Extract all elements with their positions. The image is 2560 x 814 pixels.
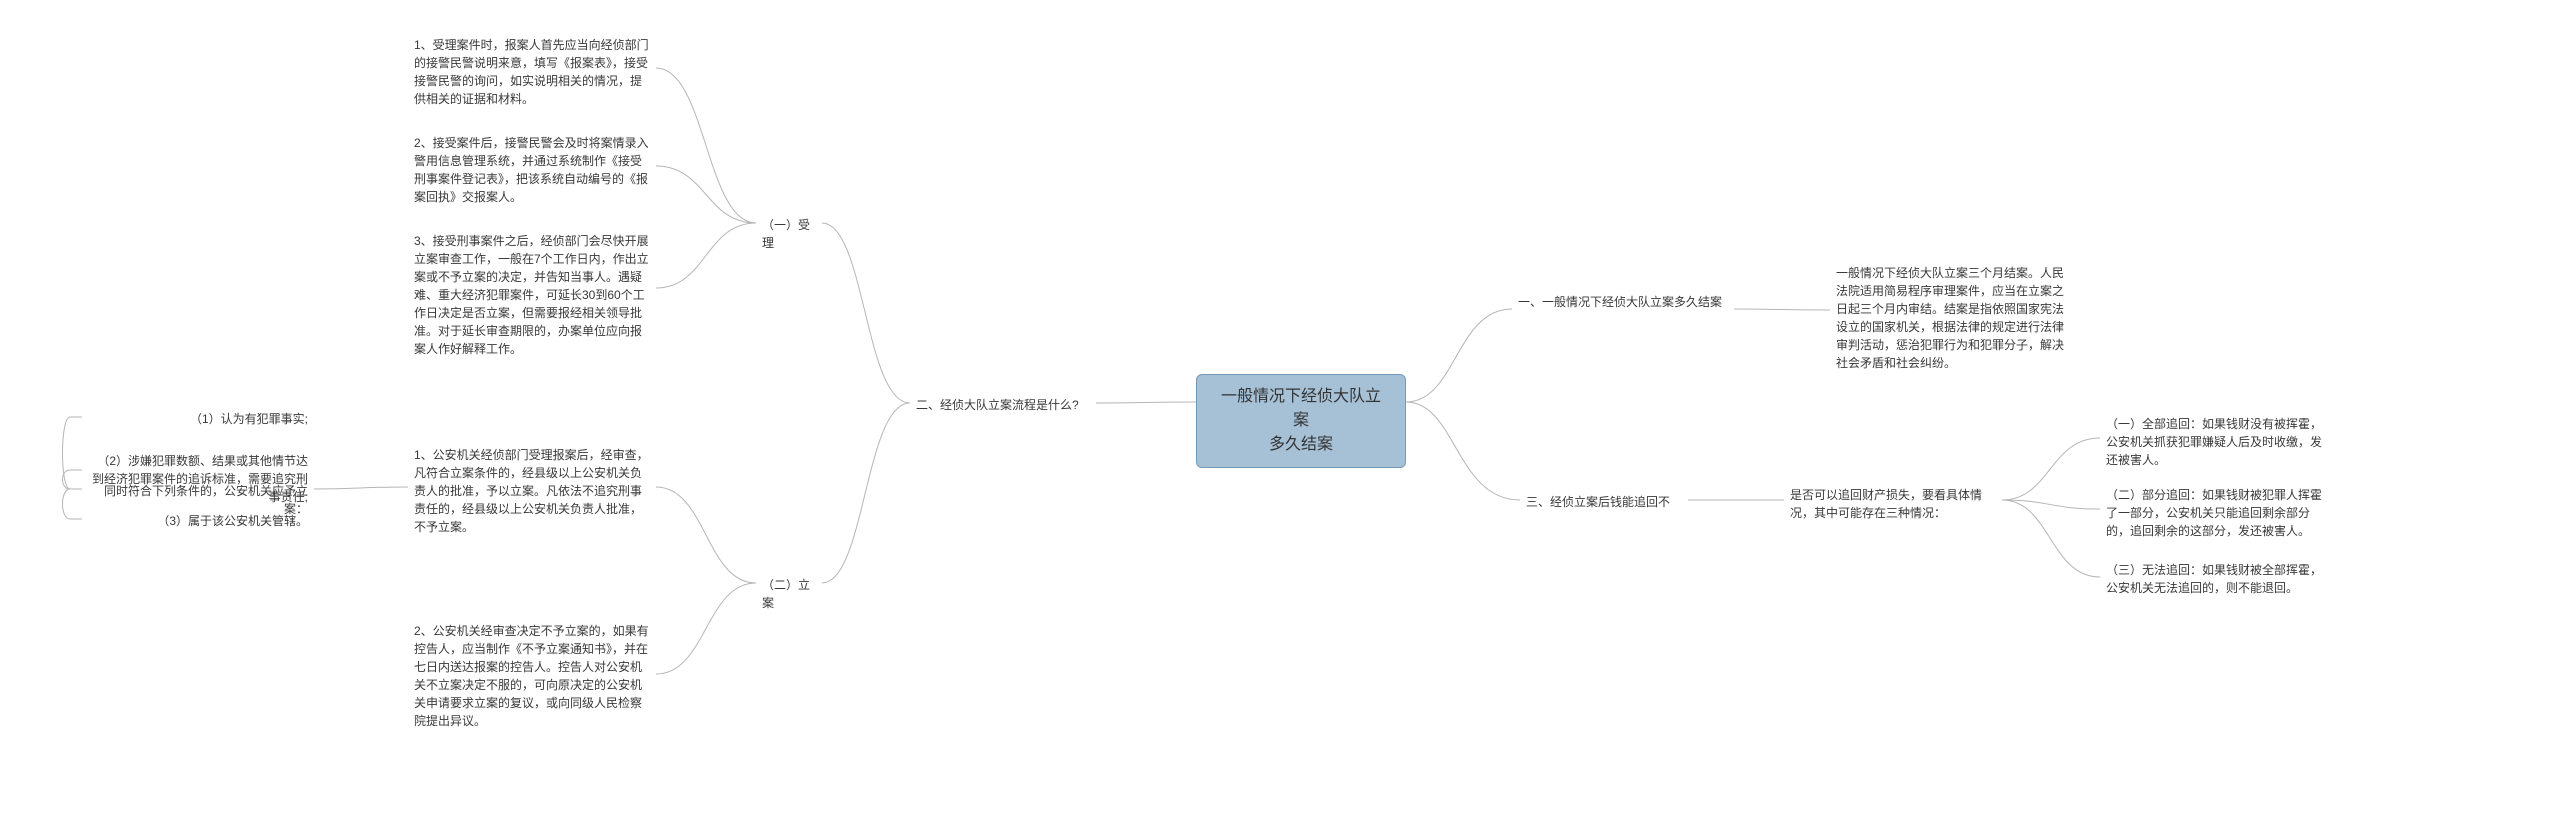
- sub2-i1: 1、公安机关经侦部门受理报案后，经审查，凡符合立案条件的，经县级以上公安机关负责…: [408, 442, 656, 540]
- branch-2-sub1: （一）受理: [756, 212, 822, 256]
- branch-2-sub2: （二）立案: [756, 572, 822, 616]
- branch-3-detail: 是否可以追回财产损失，要看具体情况，其中可能存在三种情况：: [1784, 482, 2002, 526]
- sub1-i3: 3、接受刑事案件之后，经侦部门会尽快开展立案审查工作，一般在7个工作日内，作出立…: [408, 228, 656, 362]
- central-line1: 一般情况下经侦大队立案: [1215, 385, 1387, 433]
- cond-c2: （2）涉嫌犯罪数额、结果或其他情节达到经济犯罪案件的追诉标准，需要追究刑事责任;: [82, 448, 314, 510]
- sub1-i1: 1、受理案件时，报案人首先应当向经侦部门的接警民警说明来意，填写《报案表》，接受…: [408, 32, 656, 112]
- cond-c3: （3）属于该公安机关管辖。: [82, 508, 314, 534]
- branch-1-detail: 一般情况下经侦大队立案三个月结案。人民法院适用简易程序审理案件，应当在立案之日起…: [1830, 260, 2076, 376]
- sub2-i2: 2、公安机关经审查决定不予立案的，如果有控告人，应当制作《不予立案通知书》，并在…: [408, 618, 656, 734]
- branch-2: 二、经侦大队立案流程是什么?: [910, 392, 1096, 418]
- cond-c1: （1）认为有犯罪事实;: [82, 406, 314, 432]
- central-line2: 多久结案: [1215, 433, 1387, 457]
- branch-3-s3: （三）无法追回：如果钱财被全部挥霍，公安机关无法追回的，则不能退回。: [2100, 557, 2332, 601]
- central-node: 一般情况下经侦大队立案 多久结案: [1196, 374, 1406, 468]
- sub1-i2: 2、接受案件后，接警民警会及时将案情录入警用信息管理系统，并通过系统制作《接受刑…: [408, 130, 656, 210]
- branch-3-s1: （一）全部追回：如果钱财没有被挥霍，公安机关抓获犯罪嫌疑人后及时收缴，发还被害人…: [2100, 411, 2332, 473]
- branch-3-s2: （二）部分追回：如果钱财被犯罪人挥霍了一部分，公安机关只能追回剩余部分的，追回剩…: [2100, 482, 2332, 544]
- branch-1: 一、一般情况下经侦大队立案多久结案: [1512, 289, 1734, 315]
- branch-3: 三、经侦立案后钱能追回不: [1520, 489, 1688, 515]
